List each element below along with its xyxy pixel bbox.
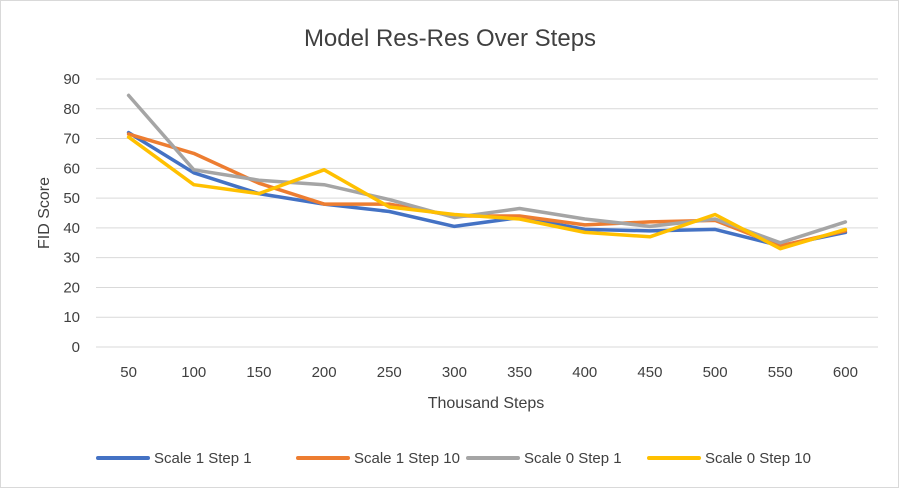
x-tick-label: 50 bbox=[120, 364, 137, 381]
y-tick-label: 30 bbox=[63, 250, 80, 267]
chart-title: Model Res-Res Over Steps bbox=[304, 25, 596, 52]
x-tick-label: 400 bbox=[572, 364, 597, 381]
legend-item: Scale 1 Step 1 bbox=[96, 450, 252, 467]
x-tick-label: 350 bbox=[507, 364, 532, 381]
y-tick-label: 80 bbox=[63, 101, 80, 118]
y-axis-label: FID Score bbox=[36, 177, 53, 249]
legend-item: Scale 0 Step 1 bbox=[466, 450, 622, 467]
x-axis-ticks: 50 100 150 200 250 300 350 400 450 500 550 600 bbox=[120, 364, 858, 381]
y-tick-label: 0 bbox=[72, 339, 80, 356]
y-tick-label: 50 bbox=[63, 190, 80, 207]
y-tick-label: 10 bbox=[63, 309, 80, 326]
y-axis-ticks: 0 10 20 30 40 50 60 70 80 90 bbox=[63, 71, 80, 356]
legend: Scale 1 Step 1 Scale 1 Step 10 Scale 0 Ste… bbox=[96, 450, 811, 467]
legend-label: Scale 1 Step 1 bbox=[154, 450, 252, 467]
legend-label: Scale 1 Step 10 bbox=[354, 450, 460, 467]
x-axis-label: Thousand Steps bbox=[428, 395, 545, 412]
y-tick-label: 70 bbox=[63, 131, 80, 148]
x-tick-label: 600 bbox=[833, 364, 858, 381]
x-tick-label: 500 bbox=[703, 364, 728, 381]
series-lines bbox=[126, 93, 848, 251]
y-tick-label: 90 bbox=[63, 71, 80, 88]
x-tick-label: 150 bbox=[246, 364, 271, 381]
series-line-4 bbox=[126, 135, 848, 251]
x-tick-label: 250 bbox=[377, 364, 402, 381]
x-tick-label: 550 bbox=[768, 364, 793, 381]
x-tick-label: 200 bbox=[312, 364, 337, 381]
legend-label: Scale 0 Step 10 bbox=[705, 450, 811, 467]
x-tick-label: 450 bbox=[637, 364, 662, 381]
y-tick-label: 40 bbox=[63, 220, 80, 237]
x-tick-label: 300 bbox=[442, 364, 467, 381]
legend-label: Scale 0 Step 1 bbox=[524, 450, 622, 467]
series-line-1 bbox=[126, 130, 848, 248]
series-line-3 bbox=[126, 93, 848, 245]
legend-item: Scale 0 Step 10 bbox=[647, 450, 811, 467]
y-tick-label: 20 bbox=[63, 279, 80, 296]
legend-item: Scale 1 Step 10 bbox=[296, 450, 460, 467]
x-tick-label: 100 bbox=[181, 364, 206, 381]
y-tick-label: 60 bbox=[63, 160, 80, 177]
